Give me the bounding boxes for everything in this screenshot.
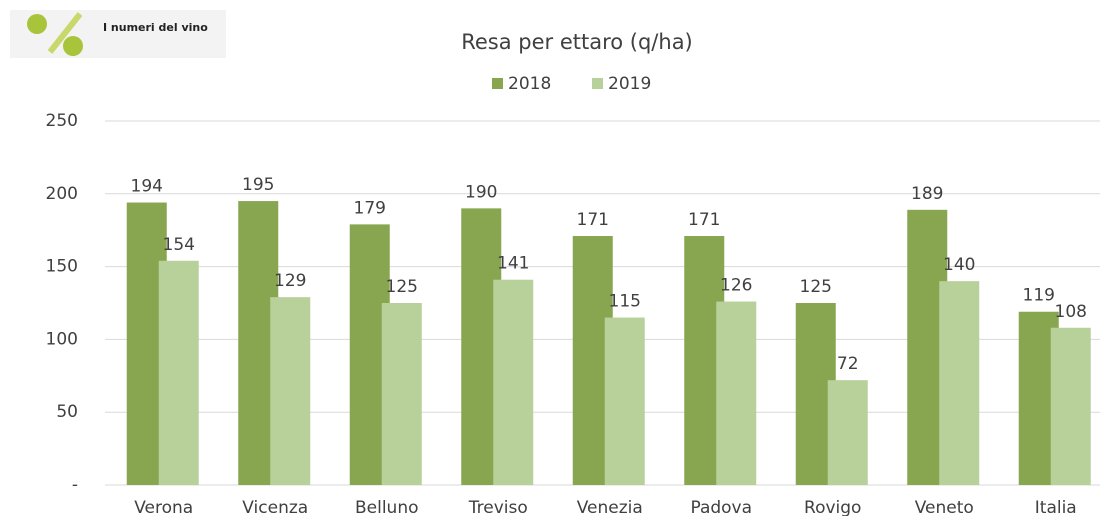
data-label: 129 <box>274 271 306 291</box>
legend-swatch <box>492 78 503 89</box>
logo-grape <box>63 36 83 56</box>
logo: I numeri del vino <box>10 10 226 58</box>
data-label: 126 <box>720 276 752 296</box>
data-label: 189 <box>911 184 943 204</box>
logo-grape <box>27 14 47 34</box>
y-tick-label: 100 <box>46 329 78 349</box>
x-tick-label: Vicenza <box>242 498 308 516</box>
x-tick-label: Treviso <box>468 498 528 516</box>
y-tick-label: 200 <box>46 184 78 204</box>
bar <box>939 281 980 485</box>
data-label: 108 <box>1055 302 1087 322</box>
y-tick-label: 50 <box>56 402 78 422</box>
logo-text: I numeri del vino <box>103 21 208 34</box>
x-tick-label: Padova <box>690 498 752 516</box>
data-label: 125 <box>386 277 418 297</box>
y-tick-label: 150 <box>46 257 78 277</box>
chart-title: Resa per ettaro (q/ha) <box>461 30 693 54</box>
data-label: 195 <box>242 175 274 195</box>
logo-background <box>10 10 226 58</box>
bar <box>270 297 311 485</box>
x-tick-label: Venezia <box>577 498 643 516</box>
bar <box>827 380 868 485</box>
bar <box>604 317 645 485</box>
data-label: 154 <box>163 235 195 255</box>
x-tick-label: Rovigo <box>804 498 861 516</box>
bar <box>716 301 757 485</box>
y-tick-label: - <box>72 475 78 495</box>
x-tick-label: Veneto <box>915 498 974 516</box>
legend-swatch <box>592 78 603 89</box>
data-label: 140 <box>943 255 975 275</box>
data-label: 171 <box>577 210 609 230</box>
data-label: 115 <box>609 292 641 312</box>
data-label: 119 <box>1023 286 1055 306</box>
data-label: 125 <box>800 277 832 297</box>
x-tick-label: Belluno <box>355 498 419 516</box>
x-tick-label: Italia <box>1035 498 1077 516</box>
data-label: 194 <box>131 177 163 197</box>
data-label: 190 <box>465 182 497 202</box>
data-label: 171 <box>688 210 720 230</box>
data-label: 179 <box>354 198 386 218</box>
x-tick-label: Verona <box>134 498 193 516</box>
data-label: 72 <box>837 354 859 374</box>
logo-slash <box>47 12 83 54</box>
y-tick-label: 250 <box>46 111 78 131</box>
bar <box>158 260 199 485</box>
bar <box>493 279 534 485</box>
bar <box>381 303 422 485</box>
legend-label: 2019 <box>608 74 651 94</box>
bar <box>1050 327 1091 485</box>
data-label: 141 <box>497 254 529 274</box>
legend-label: 2018 <box>508 74 551 94</box>
